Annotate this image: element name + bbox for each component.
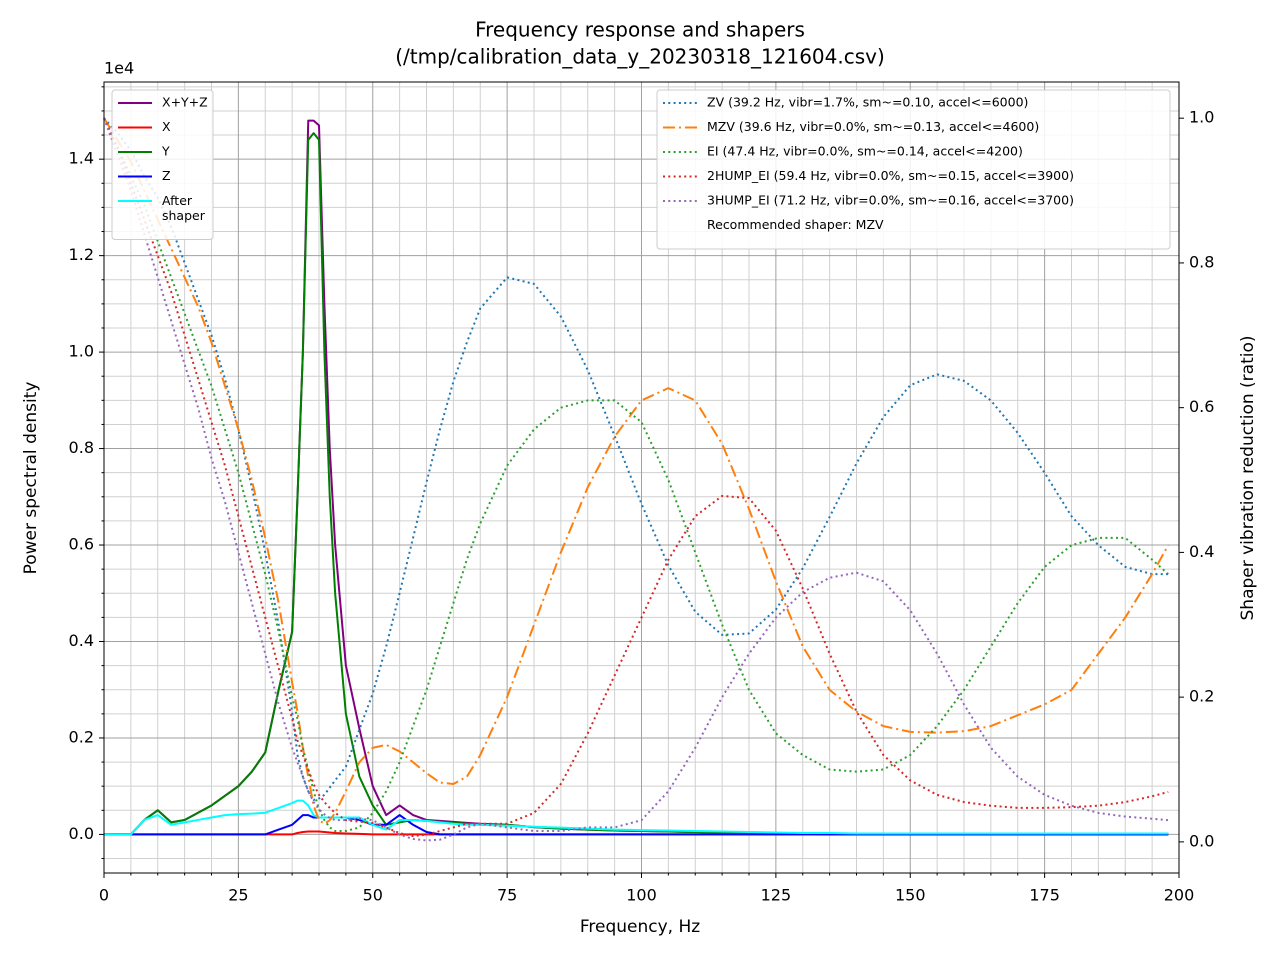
y-tick-label: 0.4 [69, 631, 94, 650]
legend-label: Z [162, 168, 171, 183]
y-tick-label: 0.2 [69, 727, 94, 746]
x-axis-label: Frequency, Hz [580, 917, 700, 937]
chart-subtitle: (/tmp/calibration_data_y_20230318_121604… [395, 45, 885, 69]
legend-box [656, 89, 1171, 250]
series-line [103, 117, 1169, 838]
legends: X+Y+Z XYZ After shaper ZV (39.2 Hz, vibr=1.7… [111, 89, 1171, 250]
y-tick-label: 1.2 [69, 245, 94, 264]
x-tick-label: 50 [363, 886, 383, 905]
y-tick-label: 1.0 [69, 342, 94, 361]
y2-tick-label: 0.2 [1189, 687, 1214, 706]
legend-label: After shaper [162, 193, 206, 223]
legend: ZV (39.2 Hz, vibr=1.7%, sm~=0.10, accel<… [656, 89, 1171, 250]
chart-title: Frequency response and shapers [475, 18, 805, 42]
y-tick-label: 0.8 [69, 438, 94, 457]
legend-label: MZV (39.6 Hz, vibr=0.0%, sm~=0.13, accel… [707, 119, 1039, 134]
y-offset-label: 1e4 [104, 59, 134, 78]
series-line [103, 117, 1170, 825]
plot-lines [103, 117, 1170, 842]
y-tick-label: 0.0 [69, 824, 94, 843]
y-axis-label: Power spectral density [21, 382, 41, 575]
legend-label: 3HUMP_EI (71.2 Hz, vibr=0.0%, sm~=0.16, … [707, 193, 1074, 208]
legend: X+Y+Z XYZ After shaper [111, 89, 214, 240]
y2-tick-label: 1.0 [1189, 108, 1214, 127]
y-tick-label: 1.4 [69, 149, 94, 168]
axes: 0 25 50 75 100 125 150 175 200 0.0 0.2 0.4 0.6 0.8 1.0… [69, 81, 1214, 905]
legend-label: X [162, 119, 171, 134]
x-tick-label: 200 [1164, 886, 1195, 905]
y-tick-label: 0.6 [69, 535, 94, 554]
legend-note: Recommended shaper: MZV [707, 217, 884, 232]
x-tick-label: 0 [99, 886, 109, 905]
legend-label: X+Y+Z [162, 95, 208, 110]
legend-label: EI (47.4 Hz, vibr=0.0%, sm~=0.14, accel<… [707, 144, 1023, 159]
x-tick-label: 75 [497, 886, 517, 905]
x-tick-label: 175 [1029, 886, 1060, 905]
y2-tick-label: 0.6 [1189, 397, 1214, 416]
y2-tick-label: 0.4 [1189, 542, 1214, 561]
legend-label: 2HUMP_EI (59.4 Hz, vibr=0.0%, sm~=0.15, … [707, 168, 1074, 183]
legend-label: ZV (39.2 Hz, vibr=1.7%, sm~=0.10, accel<… [707, 95, 1028, 110]
series-line [103, 117, 1169, 833]
plot-frame [103, 81, 1180, 874]
series-line [103, 117, 1169, 801]
y2-tick-label: 0.0 [1189, 831, 1214, 850]
x-tick-label: 125 [761, 886, 792, 905]
legend-label: Y [161, 144, 170, 159]
x-tick-label: 25 [228, 886, 248, 905]
series-line [104, 799, 1169, 836]
x-tick-label: 150 [895, 886, 926, 905]
series-line [103, 117, 1169, 842]
y2-tick-label: 0.8 [1189, 252, 1214, 271]
x-tick-label: 100 [626, 886, 657, 905]
y2-axis-label: Shaper vibration reduction (ratio) [1238, 336, 1258, 621]
